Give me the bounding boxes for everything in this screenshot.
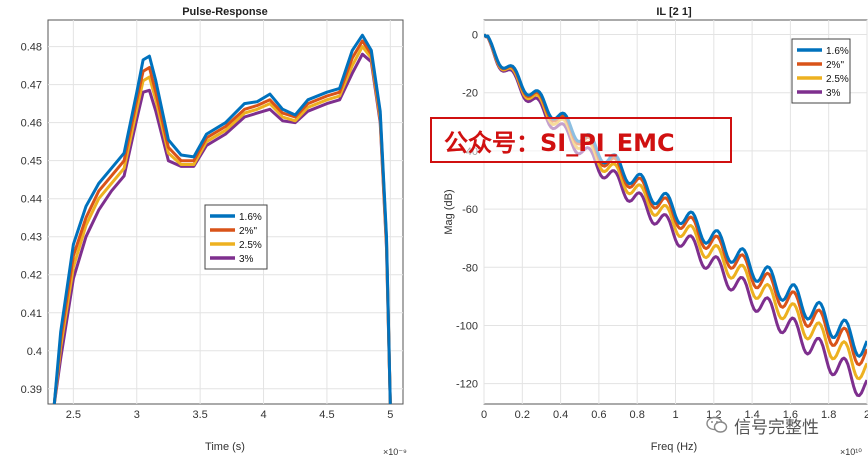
x-axis-label: Freq (Hz): [651, 441, 697, 453]
x-tick-label: 1.4: [744, 409, 759, 421]
y-tick-label: -120: [456, 379, 478, 391]
x-tick-label: 0.6: [591, 409, 606, 421]
legend-entry: 2%": [826, 60, 844, 71]
chart-title: IL [2 1]: [656, 6, 692, 18]
y-tick-label: 0.41: [21, 308, 42, 320]
x-tick-label: 0: [481, 409, 487, 421]
y-tick-label: -100: [456, 320, 478, 332]
legend-entry: 3%: [239, 254, 254, 265]
series-line: [52, 52, 392, 404]
insertion-loss-chart: IL [2 1] 0 0.2 0.4 0.6 0.8 1 1.2 1.4 1.6 1.8 2 0-2…: [443, 6, 868, 457]
x-tick-label: 3: [134, 409, 140, 421]
x-tick-label: 0.8: [630, 409, 645, 421]
x-tick-label: 4.5: [319, 409, 334, 421]
x-tick-label: 4: [260, 409, 266, 421]
y-axis-label: Mag (dB): [443, 189, 455, 234]
x-ticks: 2.5 3 3.5 4 4.5 5: [66, 409, 394, 421]
chart-title: Pulse-Response: [182, 6, 268, 18]
series-lines: [52, 33, 392, 404]
legend: 1.6% 2%" 2.5% 3%: [791, 38, 851, 104]
series-line: [484, 33, 867, 358]
y-tick-label: 0.4: [27, 346, 42, 358]
y-tick-label: 0.46: [21, 118, 42, 130]
x-tick-label: 3.5: [192, 409, 207, 421]
watermark-box: 公众号：SI_PI_EMC: [430, 117, 732, 163]
pulse-response-chart: Pulse-Response 2.5 3 3.5 4 4.5 5 0.390.40.410…: [21, 6, 407, 457]
y-tick-label: 0.39: [21, 384, 42, 396]
x-tick-label: 0.2: [515, 409, 530, 421]
y-tick-label: -60: [462, 204, 478, 216]
legend: 1.6% 2%" 2.5% 3%: [204, 204, 268, 270]
wechat-icon: [706, 416, 728, 433]
legend-entry: 2.5%: [826, 74, 849, 85]
x-ticks: 0 0.2 0.4 0.6 0.8 1 1.2 1.4 1.6 1.8 2: [481, 409, 868, 421]
y-tick-label: -20: [462, 88, 478, 100]
x-tick-label: 5: [387, 409, 393, 421]
y-tick-label: 0.45: [21, 156, 42, 168]
y-tick-label: 0.42: [21, 270, 42, 282]
y-tick-label: -80: [462, 262, 478, 274]
legend-entry: 2.5%: [239, 240, 262, 251]
x-exponent: ×10¹⁰: [840, 447, 862, 457]
legend-entry: 2%": [239, 226, 257, 237]
series-line: [52, 39, 392, 404]
y-ticks: 0-20-40-60-80-100-120: [456, 30, 478, 391]
x-tick-label: 1.6: [783, 409, 798, 421]
series-line: [52, 45, 392, 404]
y-tick-label: 0.44: [21, 194, 42, 206]
y-tick-label: 0: [472, 30, 478, 42]
brand-badge: 信号完整性: [706, 411, 819, 439]
legend-entry: 1.6%: [239, 212, 262, 223]
legend-entry: 1.6%: [826, 46, 849, 57]
y-tick-label: 0.48: [21, 42, 42, 54]
y-tick-label: 0.43: [21, 232, 42, 244]
x-tick-label: 1: [672, 409, 678, 421]
x-tick-label: 2: [864, 409, 868, 421]
watermark-text: 公众号：SI_PI_EMC: [444, 128, 675, 157]
x-exponent: ×10⁻⁹: [383, 447, 407, 457]
x-tick-label: 0.4: [553, 409, 568, 421]
y-tick-label: 0.47: [21, 80, 42, 92]
legend-entry: 3%: [826, 88, 841, 99]
brand-text: 信号完整性: [734, 417, 819, 438]
x-axis-label: Time (s): [205, 441, 245, 453]
x-tick-label: 2.5: [66, 409, 81, 421]
x-tick-label: 1.8: [821, 409, 836, 421]
y-ticks: 0.39 0.4 0.41 0.42 0.43 0.44 0.45 0.46 0.47 0.48: [21, 42, 42, 396]
series-line: [52, 33, 392, 404]
